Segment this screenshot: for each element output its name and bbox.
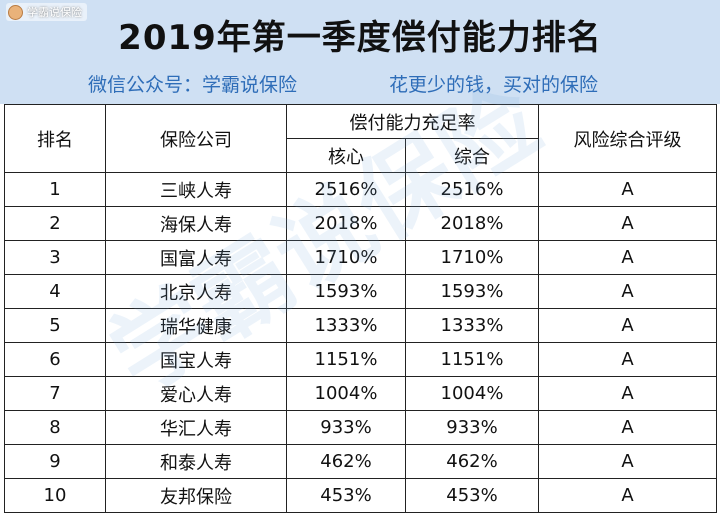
risk-rating-cell: A <box>538 376 717 411</box>
risk-rating-cell: A <box>538 478 717 513</box>
company-cell: 友邦保险 <box>105 478 287 513</box>
risk-rating-cell: A <box>538 342 717 377</box>
core-ratio-cell: 1004% <box>286 376 406 411</box>
risk-rating-cell: A <box>538 172 717 207</box>
company-cell: 海保人寿 <box>105 206 287 241</box>
comprehensive-ratio-cell: 1593% <box>405 274 539 309</box>
comprehensive-ratio-cell: 1004% <box>405 376 539 411</box>
company-cell: 国宝人寿 <box>105 342 287 377</box>
header-risk-rating: 风险综合评级 <box>538 104 717 173</box>
table-row: 4 北京人寿 1593% 1593% A <box>4 274 717 309</box>
table-header: 排名 保险公司 偿付能力充足率 风险综合评级 核心 综合 <box>4 104 717 173</box>
risk-rating-cell: A <box>538 206 717 241</box>
table-row: 8 华汇人寿 933% 933% A <box>4 410 717 445</box>
company-cell: 三峡人寿 <box>105 172 287 207</box>
brand-badge: 学霸说保险 <box>6 3 87 21</box>
table-row: 6 国宝人寿 1151% 1151% A <box>4 342 717 377</box>
core-ratio-cell: 1710% <box>286 240 406 275</box>
header-comprehensive: 综合 <box>405 138 539 173</box>
subtitle-left: 微信公众号：学霸说保险 <box>88 74 298 96</box>
ranking-table: 排名 保险公司 偿付能力充足率 风险综合评级 核心 综合 1 三峡人寿 2516% 2… <box>4 104 717 513</box>
core-ratio-cell: 453% <box>286 478 406 513</box>
rank-cell: 3 <box>4 240 106 275</box>
table-row: 1 三峡人寿 2516% 2516% A <box>4 172 717 207</box>
comprehensive-ratio-cell: 933% <box>405 410 539 445</box>
comprehensive-ratio-cell: 2018% <box>405 206 539 241</box>
core-ratio-cell: 2516% <box>286 172 406 207</box>
rank-cell: 2 <box>4 206 106 241</box>
core-ratio-cell: 933% <box>286 410 406 445</box>
comprehensive-ratio-cell: 2516% <box>405 172 539 207</box>
page-title: 2019年第一季度偿付能力排名 <box>118 18 602 58</box>
core-ratio-cell: 1593% <box>286 274 406 309</box>
table-row: 7 爱心人寿 1004% 1004% A <box>4 376 717 411</box>
comprehensive-ratio-cell: 1151% <box>405 342 539 377</box>
company-cell: 北京人寿 <box>105 274 287 309</box>
comprehensive-ratio-cell: 453% <box>405 478 539 513</box>
company-cell: 爱心人寿 <box>105 376 287 411</box>
core-ratio-cell: 1151% <box>286 342 406 377</box>
header-company: 保险公司 <box>105 104 287 173</box>
company-cell: 国富人寿 <box>105 240 287 275</box>
subtitle-right: 花更少的钱，买对的保险 <box>389 74 599 96</box>
risk-rating-cell: A <box>538 410 717 445</box>
risk-rating-cell: A <box>538 274 717 309</box>
rank-cell: 5 <box>4 308 106 343</box>
table-row: 5 瑞华健康 1333% 1333% A <box>4 308 717 343</box>
company-cell: 和泰人寿 <box>105 444 287 479</box>
rank-cell: 1 <box>4 172 106 207</box>
header-rank: 排名 <box>4 104 106 173</box>
brand-name: 学霸说保险 <box>27 6 82 19</box>
table-body: 1 三峡人寿 2516% 2516% A 2 海保人寿 2018% 2018% A 3 国富人寿 171… <box>4 172 717 513</box>
brand-logo-icon <box>8 4 23 20</box>
comprehensive-ratio-cell: 462% <box>405 444 539 479</box>
rank-cell: 6 <box>4 342 106 377</box>
header-banner: 学霸说保险 2019年第一季度偿付能力排名 微信公众号：学霸说保险 花更少的钱，… <box>0 0 720 104</box>
comprehensive-ratio-cell: 1333% <box>405 308 539 343</box>
risk-rating-cell: A <box>538 444 717 479</box>
table-row: 3 国富人寿 1710% 1710% A <box>4 240 717 275</box>
rank-cell: 10 <box>4 478 106 513</box>
risk-rating-cell: A <box>538 240 717 275</box>
table-row: 2 海保人寿 2018% 2018% A <box>4 206 717 241</box>
table-row: 9 和泰人寿 462% 462% A <box>4 444 717 479</box>
risk-rating-cell: A <box>538 308 717 343</box>
header-solvency: 偿付能力充足率 <box>286 104 539 139</box>
header-core: 核心 <box>286 138 406 173</box>
comprehensive-ratio-cell: 1710% <box>405 240 539 275</box>
rank-cell: 8 <box>4 410 106 445</box>
core-ratio-cell: 462% <box>286 444 406 479</box>
company-cell: 华汇人寿 <box>105 410 287 445</box>
table-row: 10 友邦保险 453% 453% A <box>4 478 717 513</box>
core-ratio-cell: 1333% <box>286 308 406 343</box>
company-cell: 瑞华健康 <box>105 308 287 343</box>
rank-cell: 7 <box>4 376 106 411</box>
core-ratio-cell: 2018% <box>286 206 406 241</box>
rank-cell: 9 <box>4 444 106 479</box>
rank-cell: 4 <box>4 274 106 309</box>
